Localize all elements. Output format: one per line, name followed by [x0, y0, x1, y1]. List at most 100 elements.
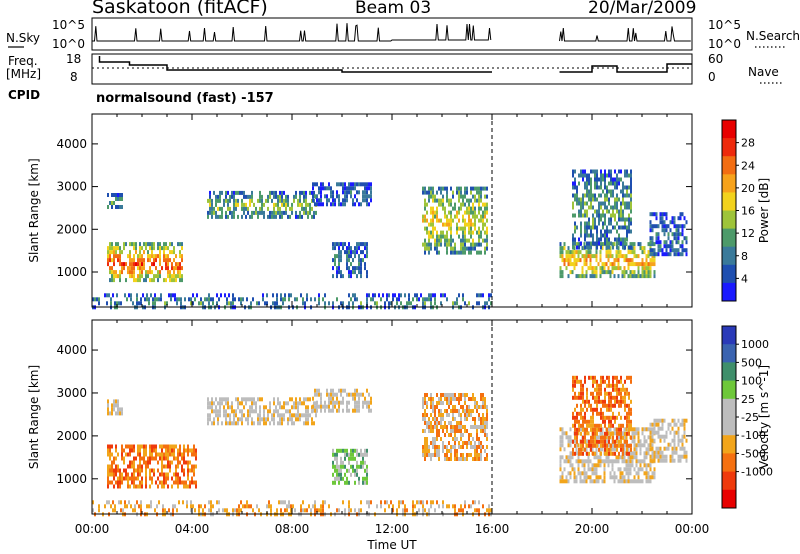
velocity-panel-cell	[436, 445, 438, 449]
power-panel-cell	[175, 266, 177, 271]
power-panel-cell	[216, 293, 218, 298]
velocity-panel-cell	[218, 508, 220, 513]
power-panel-cell	[404, 293, 406, 298]
power-panel-cell	[340, 270, 342, 275]
velocity-panel-cell	[574, 407, 576, 412]
velocity-panel-cell	[590, 443, 592, 448]
power-panel-cell	[476, 293, 478, 298]
power-panel-cell	[618, 225, 620, 230]
velocity-panel-cell	[121, 411, 123, 416]
power-panel-cell	[643, 246, 646, 251]
power-panel-cell	[440, 238, 442, 243]
velocity-panel-cell	[486, 457, 488, 461]
velocity-panel-cell	[631, 439, 634, 444]
power-panel-cell	[671, 216, 674, 221]
velocity-panel-cell	[247, 409, 249, 414]
power-panel-cell	[588, 245, 590, 250]
velocity-panel-cell	[571, 455, 574, 460]
power-panel-cell	[584, 209, 586, 214]
velocity-panel-cell	[273, 413, 275, 418]
power-panel-cell	[482, 222, 484, 227]
velocity-panel-cell	[342, 400, 344, 405]
power-panel-cell	[474, 186, 476, 191]
power-panel-cell	[484, 238, 486, 243]
power-panel-cell	[607, 258, 610, 263]
power-panel-cell	[602, 213, 604, 218]
power-panel-cell	[565, 258, 568, 263]
velocity-panel-cell	[474, 449, 476, 453]
velocity-panel-cell	[476, 453, 478, 457]
velocity-panel-cell	[597, 459, 600, 464]
power-panel-cell	[464, 186, 466, 191]
velocity-panel-cell	[464, 417, 466, 421]
velocity-panel-cell	[440, 421, 442, 425]
velocity-panel-echo-region-8	[649, 418, 688, 463]
power-panel-cell	[221, 214, 223, 219]
power-panel-cell	[578, 237, 580, 242]
power-panel-cell	[137, 278, 139, 283]
velocity-panel-cell	[112, 508, 114, 513]
power-panel-cell	[362, 250, 364, 255]
power-panel-cell	[305, 202, 307, 207]
power-panel-cell	[141, 246, 143, 251]
power-panel-cell	[328, 198, 330, 203]
power-panel-cell	[432, 186, 434, 191]
velocity-panel-cell	[631, 431, 634, 436]
power-panel-cell	[247, 206, 249, 211]
velocity-panel-cell	[592, 451, 594, 456]
power-panel-colorbar-tick-label: 8	[741, 250, 748, 263]
velocity-panel-cell	[219, 397, 221, 402]
power-panel-cell	[599, 274, 602, 279]
velocity-panel-cell	[133, 476, 135, 481]
power-panel-cell	[139, 270, 141, 275]
power-panel-cell	[620, 241, 622, 246]
power-panel-cell	[111, 258, 113, 263]
power-panel-cell	[630, 197, 632, 202]
power-panel-cell	[633, 250, 636, 255]
velocity-panel-cell	[673, 418, 676, 423]
power-panel-cell	[584, 213, 586, 218]
velocity-panel-cell	[681, 446, 684, 451]
power-panel-cell	[332, 301, 334, 306]
velocity-panel-cell	[567, 471, 570, 476]
power-panel-cell	[598, 193, 600, 198]
power-panel-cell	[334, 262, 336, 267]
velocity-panel-cell	[334, 404, 336, 409]
velocity-panel-cell	[119, 484, 121, 489]
power-panel-cell	[615, 258, 618, 263]
velocity-panel-cell	[628, 407, 630, 412]
power-panel-cell	[598, 209, 600, 214]
power-panel-cell	[235, 198, 237, 203]
velocity-panel-cell	[600, 387, 602, 392]
velocity-panel-cell	[624, 415, 626, 420]
velocity-panel-cell	[626, 375, 628, 380]
velocity-panel-cell	[161, 452, 163, 457]
power-panel-cell	[679, 232, 682, 237]
velocity-panel-cell	[422, 401, 424, 405]
power-panel-cell	[574, 169, 576, 174]
power-panel-cell	[370, 190, 372, 195]
power-panel-cell	[314, 297, 316, 302]
power-panel-cell	[594, 225, 596, 230]
power-panel-cell	[580, 209, 582, 214]
velocity-panel-cell	[270, 508, 272, 513]
velocity-panel-cell	[154, 508, 156, 513]
velocity-panel-cell	[336, 456, 338, 461]
power-panel-cell	[396, 301, 398, 306]
velocity-panel-cell	[633, 479, 636, 484]
velocity-panel-cell	[629, 471, 632, 476]
velocity-panel-cell	[596, 431, 598, 436]
power-panel-cell	[649, 224, 652, 229]
power-panel-cell	[428, 250, 430, 255]
velocity-panel-cell	[362, 456, 364, 461]
velocity-panel-cell	[462, 445, 464, 449]
power-panel-cell	[655, 240, 658, 245]
power-panel-cell	[559, 274, 562, 279]
velocity-panel-ytick-label: 1000	[56, 472, 87, 486]
velocity-panel-cell	[456, 397, 458, 401]
power-panel-cell	[584, 225, 586, 230]
power-panel-cell	[615, 266, 618, 271]
velocity-panel-cell	[462, 405, 464, 409]
power-panel-cell	[456, 301, 458, 306]
velocity-panel-cell	[295, 397, 297, 402]
